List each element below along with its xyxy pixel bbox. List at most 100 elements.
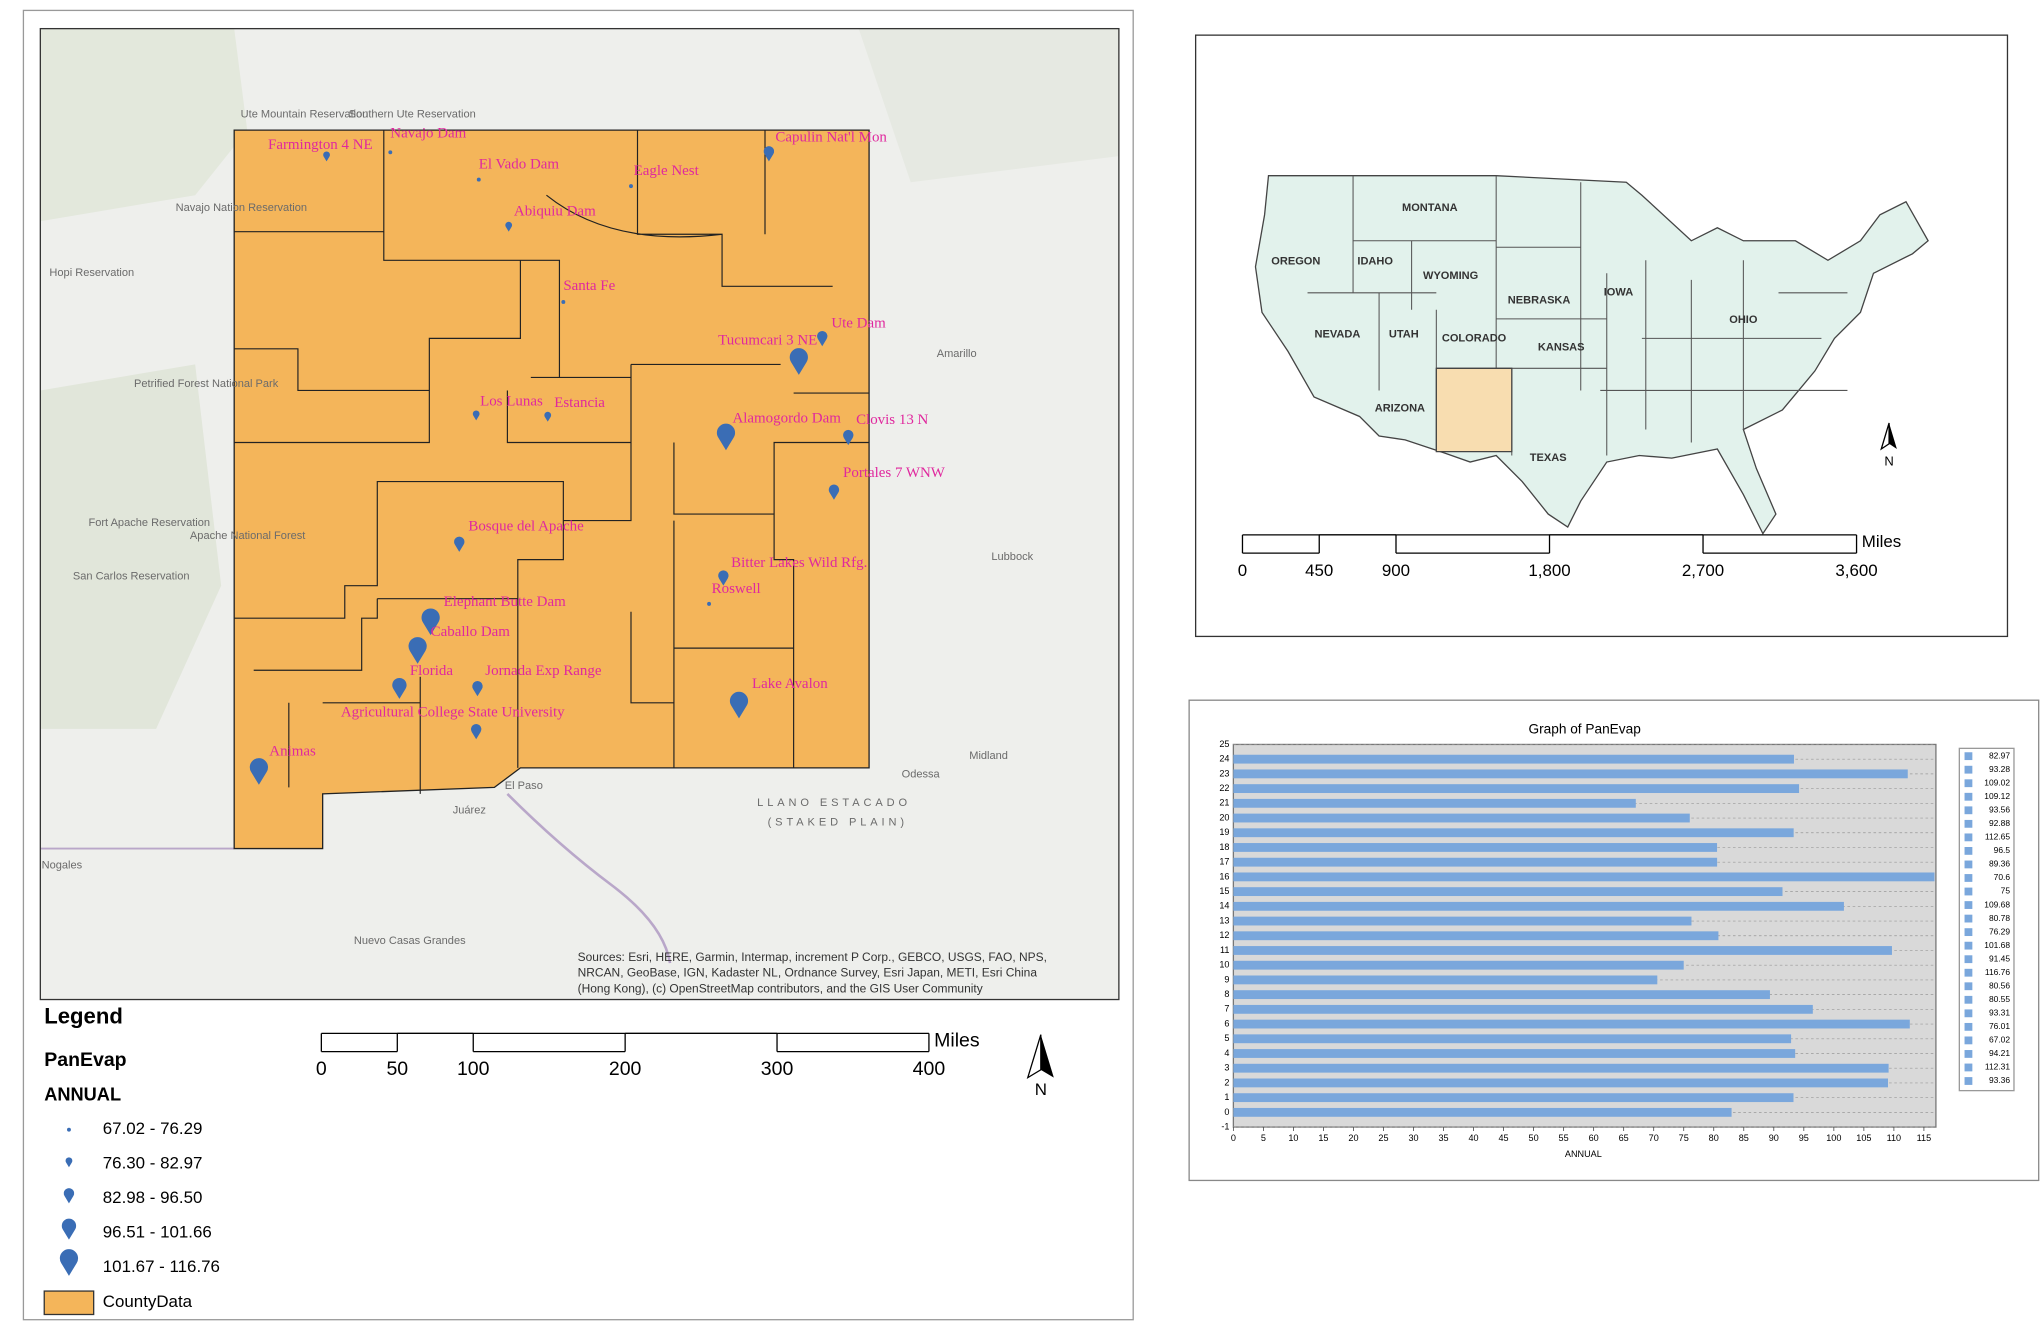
station-marker: [828, 484, 840, 500]
bar: [1233, 1093, 1794, 1103]
graph-legend-swatch: [1964, 982, 1973, 991]
graph-legend-label: 109.02: [1984, 777, 2010, 787]
us-outline: [1254, 175, 1929, 535]
station-label: Animas: [269, 744, 316, 760]
graph-legend-label: 76.29: [1989, 926, 2010, 936]
state-label: KANSAS: [1538, 341, 1585, 353]
y-tick-label: 14: [1219, 901, 1229, 911]
graph-legend-swatch: [1964, 806, 1973, 815]
station-label: Elephant Butte Dam: [444, 594, 566, 610]
station-marker: [718, 570, 729, 586]
y-tick-label: 16: [1219, 871, 1229, 881]
inset-scale-bar: 0 450 900 1,800 2,700 3,600 Miles: [1238, 532, 1901, 580]
basemap-label: Southern Ute Reservation: [349, 108, 476, 120]
x-tick-label: 65: [1619, 1133, 1629, 1143]
north-label: N: [1884, 453, 1893, 468]
y-tick-label: 22: [1219, 783, 1229, 793]
station-label: Estancia: [554, 395, 605, 411]
y-tick-label: 5: [1224, 1033, 1229, 1043]
station-marker: [470, 724, 482, 740]
legend-class: 82.98 - 96.50: [103, 1188, 203, 1207]
basemap-label: Petrified Forest National Park: [134, 378, 279, 390]
x-tick-label: 100: [1826, 1133, 1841, 1143]
graph-legend-swatch: [1964, 995, 1973, 1004]
station-marker: [472, 410, 480, 421]
graph-legend-swatch: [1964, 1077, 1973, 1085]
bar: [1233, 1034, 1792, 1044]
y-tick-label: 18: [1219, 842, 1229, 852]
state-label: IDAHO: [1357, 256, 1393, 268]
graph-legend-label: 112.31: [1985, 1062, 2010, 1072]
bar: [1233, 916, 1692, 926]
station-marker: [454, 536, 465, 552]
y-tick-label: 23: [1219, 768, 1229, 778]
graph-legend-label: 109.12: [1984, 791, 2010, 801]
legend: Legend PanEvap ANNUAL 67.02 - 76.29 76.30 - …: [43, 1004, 220, 1316]
legend-class: 96.51 - 101.66: [103, 1223, 212, 1242]
state-label: OREGON: [1271, 256, 1320, 268]
y-tick-label: 3: [1224, 1063, 1229, 1073]
graph-legend-swatch: [1964, 914, 1973, 923]
station-marker: [716, 423, 736, 451]
y-tick-label: 6: [1224, 1018, 1229, 1028]
graph-legend-swatch: [1964, 792, 1973, 801]
basemap-label: Nogales: [42, 859, 83, 871]
scale-label: 1,800: [1528, 561, 1570, 580]
x-tick-label: 90: [1769, 1133, 1779, 1143]
legend-county: CountyData: [103, 1292, 193, 1311]
station-marker: [505, 221, 513, 232]
county-data: [233, 129, 870, 850]
x-tick-label: 15: [1318, 1133, 1328, 1143]
station-marker: [323, 151, 330, 162]
map-frame: [39, 27, 1120, 1001]
station-marker: [789, 348, 808, 375]
scale-label: 300: [761, 1058, 794, 1080]
state-labels: MONTANA OREGON IDAHO WYOMING NEBRASKA IOWA NEV…: [1271, 202, 1758, 464]
bar: [1233, 901, 1844, 911]
bar: [1233, 887, 1783, 897]
station-marker: [707, 601, 712, 606]
station-label: Eagle Nest: [634, 163, 700, 179]
station-label: Navajo Dam: [390, 125, 466, 141]
x-tick-label: 10: [1288, 1133, 1298, 1143]
graph-legend-label: 75: [2001, 886, 2011, 896]
graph-legend-label: 76.01: [1989, 1021, 2010, 1031]
y-tick-label: 8: [1224, 989, 1229, 999]
x-tick-label: 0: [1231, 1133, 1236, 1143]
graph-legend-label: 109.68: [1984, 899, 2010, 909]
graph-legend-label: 70.6: [1994, 872, 2011, 882]
station-label: Clovis 13 N: [856, 412, 928, 428]
station-marker: [763, 146, 775, 162]
bar: [1233, 1078, 1889, 1088]
y-tick-label: 11: [1220, 945, 1229, 955]
y-tick-label: 0: [1224, 1107, 1229, 1117]
source-text: (Hong Kong), (c) OpenStreetMap contribut…: [578, 981, 983, 995]
page-frame: [22, 9, 1134, 1321]
graph-legend-swatch: [1964, 887, 1973, 896]
basemap-label: Navajo Nation Reservation: [176, 202, 307, 214]
station-label: Los Lunas: [480, 394, 543, 410]
x-tick-label: 115: [1917, 1133, 1931, 1143]
graph-legend-label: 89.36: [1989, 859, 2010, 869]
station-label: Capulin Nat'l Mon: [775, 129, 887, 145]
y-tick-label: 10: [1219, 960, 1229, 970]
graph-legend-swatch: [1964, 901, 1973, 909]
station-marker: [472, 681, 483, 697]
x-tick-label: 40: [1468, 1133, 1478, 1143]
station-label: Caballo Dam: [431, 624, 511, 640]
y-tick-label: 21: [1219, 798, 1229, 808]
station-label: El Vado Dam: [479, 157, 560, 173]
stations: Farmington 4 NE Navajo Dam El Vado Dam Capu…: [249, 125, 946, 785]
x-tick-label: 20: [1348, 1133, 1358, 1143]
graph-legend-label: 80.55: [1989, 994, 2010, 1004]
legend-class: 101.67 - 116.76: [103, 1257, 220, 1276]
bar: [1233, 1107, 1732, 1117]
legend-layer: PanEvap: [44, 1049, 126, 1071]
terrain: [40, 28, 248, 222]
y-tick-label: 17: [1219, 857, 1229, 867]
y-tick-label: 25: [1219, 739, 1229, 749]
graph-legend-label: 112.65: [1985, 832, 2010, 842]
graph-legend-swatch: [1964, 955, 1973, 964]
